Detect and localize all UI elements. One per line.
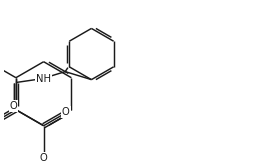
Text: O: O [62,108,69,118]
Text: NH: NH [36,74,51,84]
Text: O: O [40,153,48,161]
Text: O: O [10,101,17,111]
